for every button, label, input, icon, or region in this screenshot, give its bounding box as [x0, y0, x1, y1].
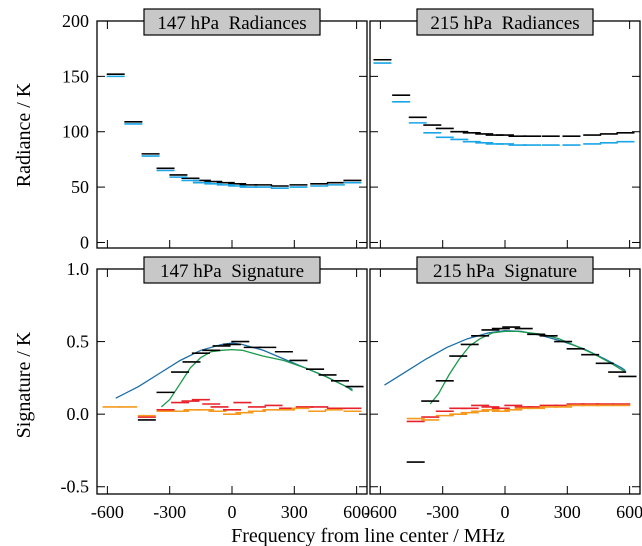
y-tick-label: 150	[62, 66, 89, 86]
panel-title: 147 hPa Signature	[160, 261, 304, 282]
series-line-green_line	[160, 348, 353, 408]
x-tick-label: 0	[501, 502, 510, 522]
x-tick-label: -600	[91, 502, 124, 522]
panel-215-signature: -600 -300 0 300 600 215 hPa Signature	[364, 256, 642, 522]
panel-147-signature: -600 -300 0 300 600 -0.5 0.0 0.5 1.0 147 hPa Sign…	[61, 256, 370, 522]
panel-title-box	[143, 8, 321, 36]
x-tick-label: -300	[426, 502, 459, 522]
panel-title: 215 hPa Signature	[433, 261, 577, 282]
panel-147-radiances: 0 50 100 150 200 147 hPa Radiances	[62, 8, 368, 252]
plot-frame	[96, 20, 368, 249]
y-tick-label: 0.0	[67, 404, 90, 424]
y-tick-label: 50	[71, 177, 89, 197]
x-tick-label: 300	[281, 502, 308, 522]
series-line-blue_line	[384, 330, 626, 386]
plot-frame	[369, 268, 641, 495]
bottom-y-axis-label: Signature / K	[13, 331, 35, 438]
x-tick-label: 0	[228, 502, 237, 522]
panel-title-box	[143, 256, 321, 284]
top-y-axis-label: Radiance / K	[13, 82, 35, 187]
x-tick-label: 300	[554, 502, 581, 522]
series-line-blue_line	[115, 342, 353, 399]
x-tick-label: 600	[343, 502, 370, 522]
x-axis-label: Frequency from line center / MHz	[231, 525, 505, 546]
y-tick-label: 100	[62, 122, 89, 142]
panel-title-box	[416, 256, 594, 284]
panel-215-radiances: 215 hPa Radiances	[369, 8, 641, 249]
x-tick-label: -600	[364, 502, 397, 522]
y-tick-label: 200	[62, 11, 89, 31]
plot-frame	[96, 268, 368, 495]
y-tick-label: 0	[80, 232, 89, 252]
y-tick-label: 1.0	[67, 259, 90, 279]
y-tick-label: -0.5	[61, 477, 90, 497]
panel-title: 147 hPa Radiances	[157, 13, 306, 34]
panel-title-box	[416, 8, 594, 36]
y-tick-label: 0.5	[67, 332, 90, 352]
panel-title: 215 hPa Radiances	[430, 13, 579, 34]
x-tick-label: 600	[616, 502, 642, 522]
x-tick-label: -300	[153, 502, 186, 522]
